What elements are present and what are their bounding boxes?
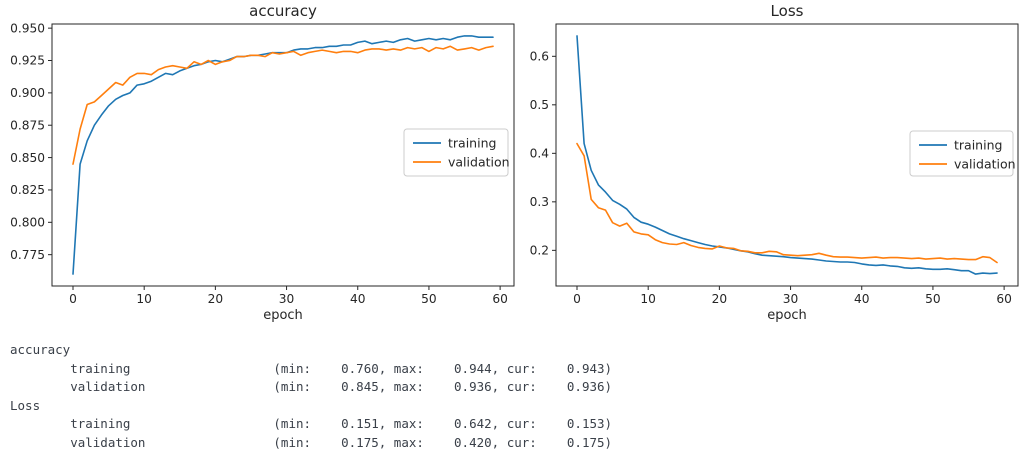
x-tick-label: 60 [996,292,1012,306]
x-tick-label: 30 [279,292,295,306]
x-tick-label: 0 [69,292,77,306]
x-tick-label: 50 [421,292,437,306]
x-tick-label: 60 [492,292,508,306]
summary-line-accuracy-training: training (min: 0.760, max: 0.944, cur: 0… [10,360,613,376]
y-tick-label: 0.850 [10,151,45,165]
loss-chart: Loss 0.2 0.3 0.4 0.5 0.6 0 10 20 30 40 50 60 epoch tra… [530,2,1019,323]
y-tick-label: 0.775 [10,248,45,262]
y-tick-label: 0.3 [530,195,549,209]
legend-box [403,128,509,177]
charts-canvas: accuracy 0.775 0.800 0.825 0.850 0.875 0.900 0.… [10,2,1019,323]
plot-border [555,23,1019,287]
y-tick-label: 0.900 [10,86,45,100]
y-tick-label: 0.925 [10,54,45,68]
plot-border [51,23,515,287]
summary-line-loss-header: Loss [10,397,41,413]
x-tick-label: 20 [208,292,224,306]
x-tick-label: 50 [925,292,941,306]
y-tick-label: 0.875 [10,118,45,132]
x-tick-label: 10 [640,292,656,306]
y-tick-label: 0.800 [10,216,45,230]
y-tick-label: 0.4 [530,147,550,161]
validation-line [72,45,494,165]
summary-line-loss-training: training (min: 0.151, max: 0.642, cur: 0… [10,416,613,432]
x-tick-label: 40 [854,292,870,306]
x-tick-label: 40 [350,292,366,306]
chart-title: Loss [771,2,804,20]
training-line [576,35,998,275]
summary-line-accuracy-validation: validation (min: 0.845, max: 0.936, cur:… [10,379,613,395]
x-tick-label: 30 [783,292,799,306]
y-tick-label: 0.825 [10,183,45,197]
y-tick-label: 0.2 [530,244,549,258]
summary-line-accuracy-header: accuracy [10,342,71,357]
accuracy-chart: accuracy 0.775 0.800 0.825 0.850 0.875 0.900 0.… [10,2,515,323]
x-axis-label: epoch [263,308,303,323]
y-tick-label: 0.950 [10,21,45,35]
legend-label: training [448,135,496,150]
validation-line [576,142,998,264]
y-tick-label: 0.5 [530,98,549,112]
x-axis-label: epoch [767,308,807,323]
metrics-summary-log: accuracy training (min: 0.760, max: 0.94… [10,341,612,453]
x-tick-label: 20 [712,292,728,306]
x-tick-label: 10 [136,292,152,306]
legend-label: training [954,137,1002,152]
summary-line-loss-validation: validation (min: 0.175, max: 0.420, cur:… [10,434,613,450]
legend-label: validation [448,154,510,169]
y-tick-label: 0.6 [530,50,549,64]
x-tick-label: 0 [573,292,581,306]
chart-title: accuracy [249,2,317,20]
legend-label: validation [954,156,1016,171]
